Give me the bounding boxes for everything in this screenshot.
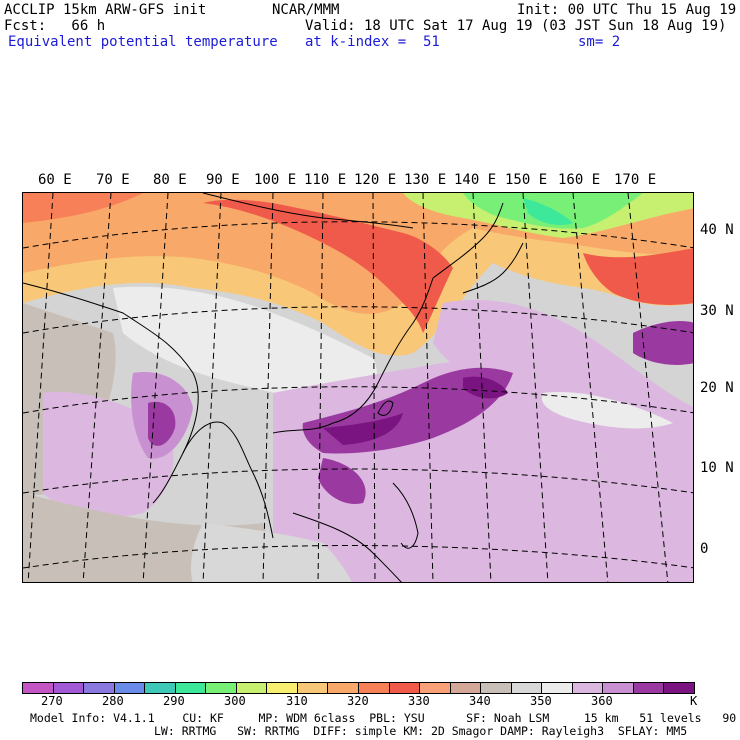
colorbar-swatch	[23, 683, 54, 693]
lon-label: 100 E	[254, 172, 297, 188]
lat-label: 10 N	[700, 460, 734, 476]
lat-label: 20 N	[700, 380, 734, 396]
colorbar-label: 360	[591, 694, 613, 708]
colorbar	[22, 682, 695, 694]
level-label: at k-index = 51	[305, 34, 440, 50]
colorbar-swatch	[603, 683, 634, 693]
colorbar-swatch	[633, 683, 665, 693]
lon-label: 140 E	[454, 172, 497, 188]
theta-e-map	[22, 192, 694, 583]
lon-label: 70 E	[96, 172, 130, 188]
lat-label: 30 N	[700, 303, 734, 319]
colorbar-swatch	[359, 683, 390, 693]
colorbar-swatch	[84, 683, 115, 693]
colorbar-swatch	[572, 683, 604, 693]
lon-label: 170 E	[614, 172, 657, 188]
colorbar-swatch	[114, 683, 146, 693]
model-title: ACCLIP 15km ARW-GFS init	[4, 2, 207, 18]
lon-label: 150 E	[505, 172, 548, 188]
field-name: Equivalent potential temperature	[8, 34, 278, 50]
lon-label: 80 E	[153, 172, 187, 188]
init-time: Init: 00 UTC Thu 15 Aug 19	[517, 2, 737, 18]
colorbar-swatch	[236, 683, 268, 693]
colorbar-unit: K	[690, 694, 698, 708]
model-info-line2: LW: RRTMG SW: RRTMG DIFF: simple KM: 2D …	[154, 724, 688, 738]
colorbar-label: 340	[469, 694, 491, 708]
colorbar-swatch	[664, 683, 695, 693]
colorbar-swatch	[511, 683, 543, 693]
lon-label: 60 E	[38, 172, 72, 188]
colorbar-swatch	[420, 683, 451, 693]
colorbar-label: 330	[408, 694, 430, 708]
colorbar-label: 300	[224, 694, 246, 708]
colorbar-label: 270	[41, 694, 63, 708]
colorbar-swatch	[53, 683, 85, 693]
colorbar-label: 350	[530, 694, 552, 708]
colorbar-label: 280	[102, 694, 124, 708]
lon-label: 160 E	[558, 172, 601, 188]
lat-label: 0	[700, 541, 709, 557]
colorbar-swatch	[267, 683, 298, 693]
colorbar-label: 310	[286, 694, 308, 708]
smoothing-label: sm= 2	[578, 34, 621, 50]
colorbar-label: 320	[347, 694, 369, 708]
colorbar-swatch	[481, 683, 512, 693]
colorbar-label: 290	[163, 694, 185, 708]
colorbar-swatch	[389, 683, 421, 693]
colorbar-swatch	[297, 683, 329, 693]
colorbar-swatch	[175, 683, 207, 693]
lat-label: 40 N	[700, 222, 734, 238]
colorbar-swatch	[328, 683, 360, 693]
colorbar-swatch	[145, 683, 176, 693]
lon-label: 120 E	[354, 172, 397, 188]
colorbar-swatch	[450, 683, 482, 693]
forecast-hour: Fcst: 66 h	[4, 18, 106, 34]
lon-label: 90 E	[206, 172, 240, 188]
valid-time: Valid: 18 UTC Sat 17 Aug 19 (03 JST Sun …	[305, 18, 727, 34]
org-label: NCAR/MMM	[272, 2, 340, 18]
model-info-line1: Model Info: V4.1.1 CU: KF MP: WDM 6class…	[30, 711, 740, 725]
colorbar-swatch	[206, 683, 237, 693]
colorbar-swatch	[542, 683, 573, 693]
lon-label: 110 E	[304, 172, 347, 188]
lon-label: 130 E	[404, 172, 447, 188]
